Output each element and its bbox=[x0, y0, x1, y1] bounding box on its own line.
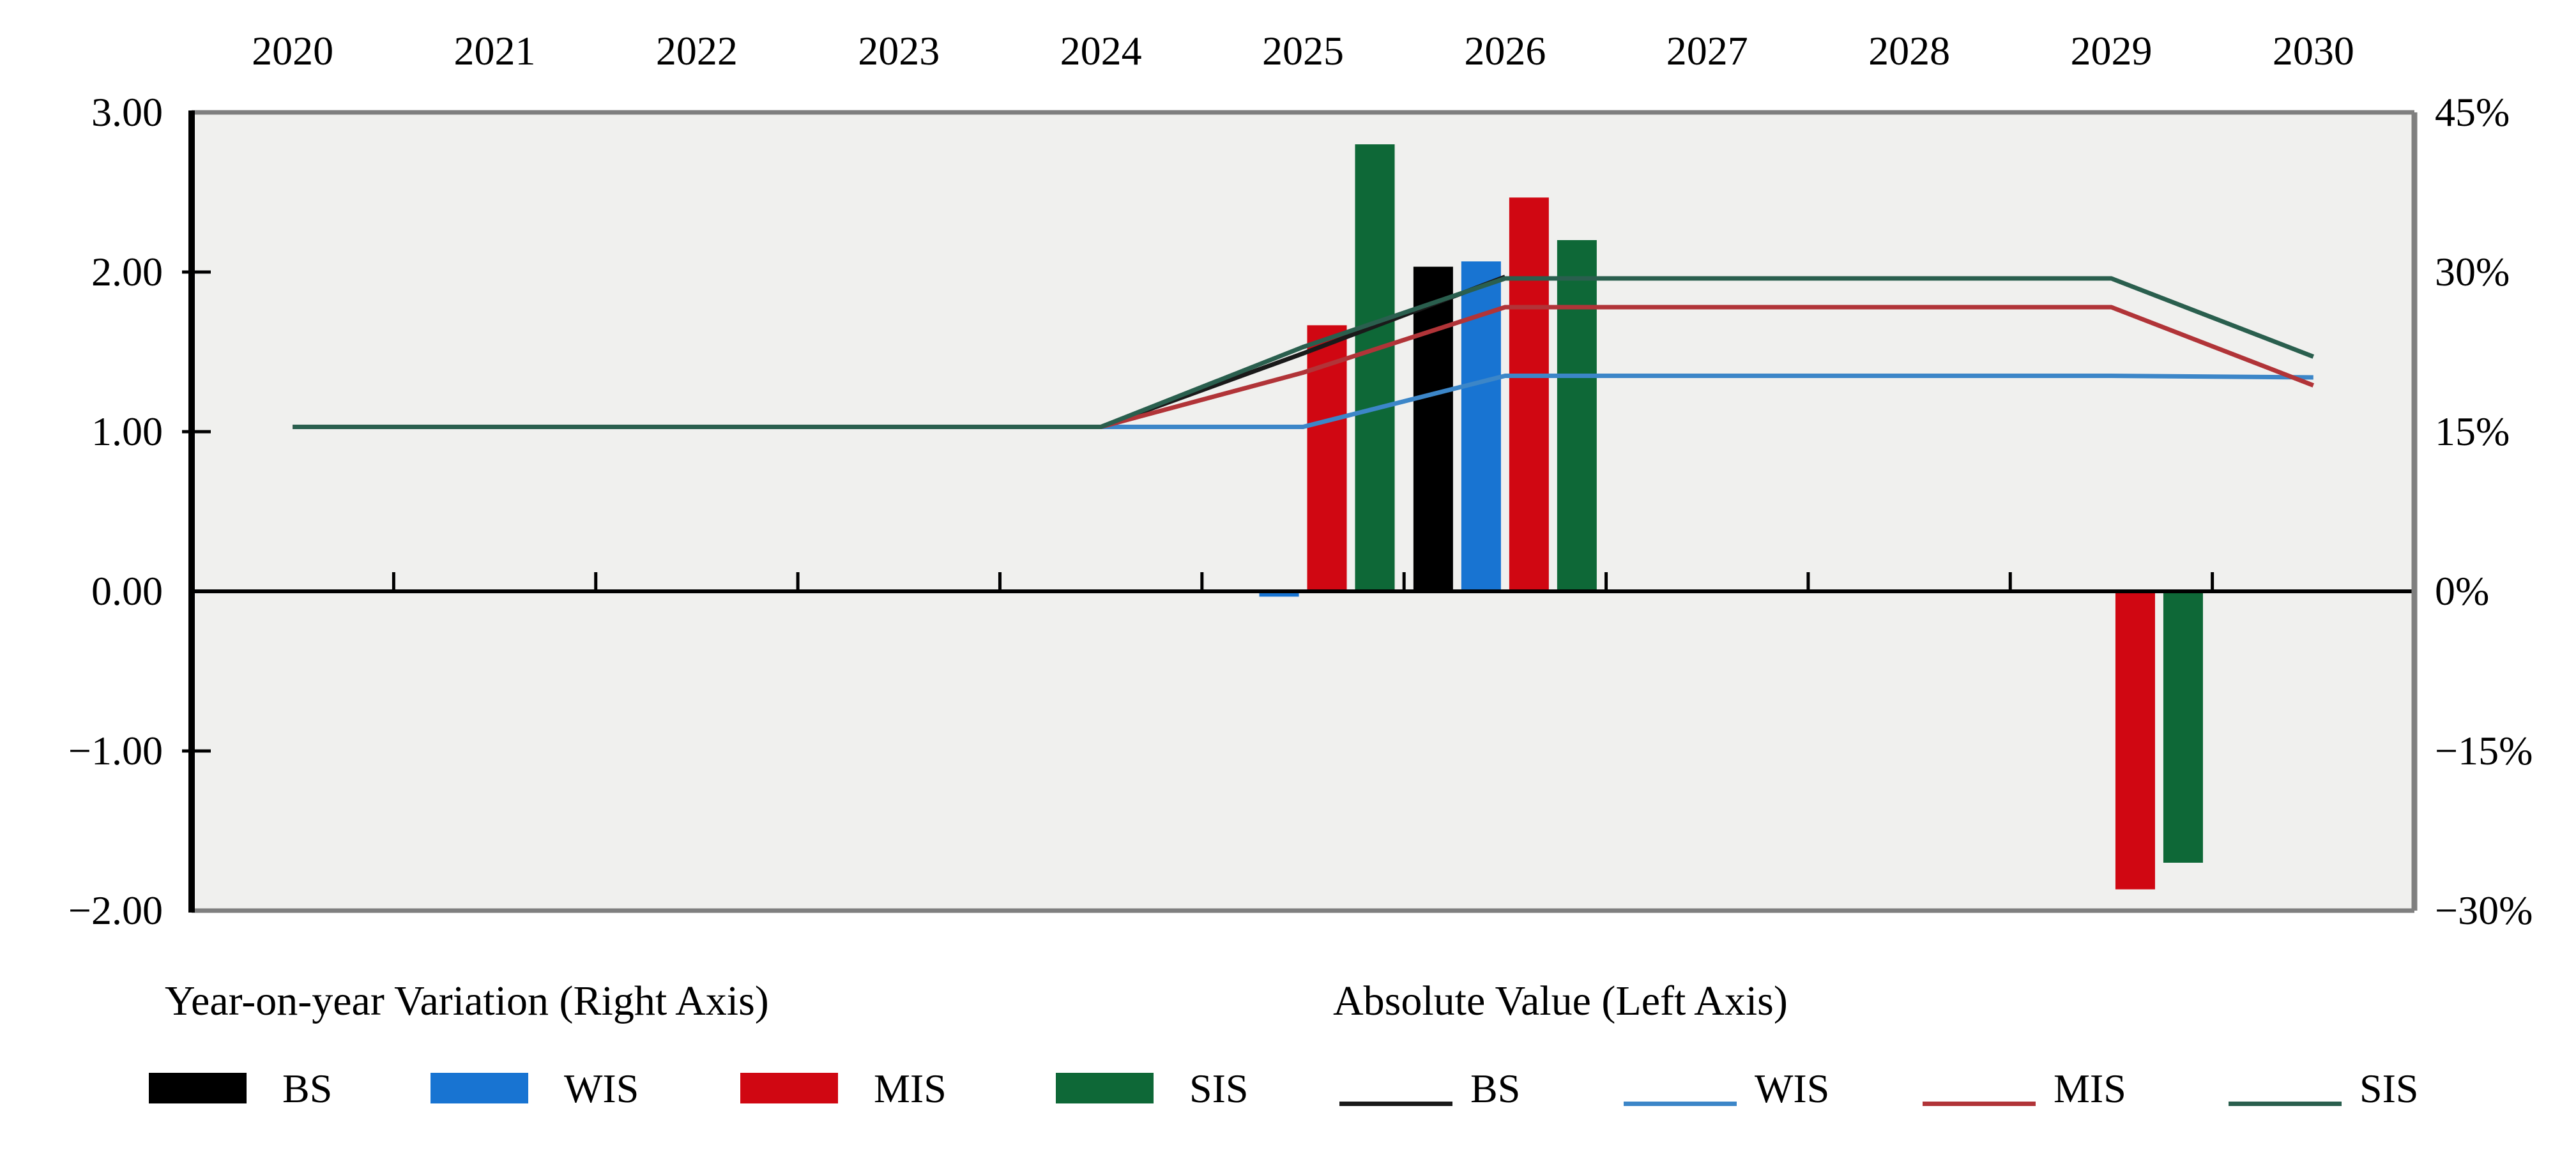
left-axis-label: 0.00 bbox=[91, 568, 163, 614]
bar-sis-2029 bbox=[2163, 591, 2203, 863]
bar-mis-2026 bbox=[1509, 197, 1549, 591]
bar-wis-2025 bbox=[1259, 591, 1299, 597]
legend-title-lines: Absolute Value (Left Axis) bbox=[1333, 978, 1788, 1024]
legend-label-mis-lines: MIS bbox=[2054, 1066, 2126, 1111]
x-axis-label-2025: 2025 bbox=[1262, 28, 1344, 73]
bs-bar-swatch bbox=[149, 1073, 247, 1103]
left-axis-label: 2.00 bbox=[91, 249, 163, 294]
x-axis-label-2028: 2028 bbox=[1868, 28, 1951, 73]
bar-bs-2026 bbox=[1413, 266, 1453, 591]
left-axis-label: 3.00 bbox=[91, 89, 163, 135]
legend-label-bs-lines: BS bbox=[1470, 1066, 1521, 1111]
right-axis-label: −15% bbox=[2435, 728, 2533, 773]
mis-bar-swatch bbox=[740, 1073, 838, 1103]
left-axis-label: −2.00 bbox=[68, 888, 163, 933]
bar-sis-2026 bbox=[1557, 240, 1597, 591]
bar-mis-2029 bbox=[2115, 591, 2155, 890]
bar-sis-2025 bbox=[1355, 144, 1395, 591]
legend-label-sis-lines: SIS bbox=[2359, 1066, 2419, 1111]
left-axis-label: −1.00 bbox=[68, 728, 163, 773]
right-axis-label: −30% bbox=[2435, 888, 2533, 933]
legend-label-mis-bars: MIS bbox=[874, 1066, 947, 1111]
right-axis-label: 45% bbox=[2435, 89, 2510, 135]
x-axis-label-2021: 2021 bbox=[453, 28, 536, 73]
x-axis-label-2029: 2029 bbox=[2070, 28, 2153, 73]
plot-background bbox=[192, 112, 2414, 911]
x-axis-label-2020: 2020 bbox=[252, 28, 334, 73]
legend-label-wis-lines: WIS bbox=[1755, 1066, 1830, 1111]
right-axis-label: 0% bbox=[2435, 568, 2490, 614]
bs-line-sample bbox=[1339, 1102, 1452, 1106]
left-axis-label: 1.00 bbox=[91, 409, 163, 454]
x-axis-label-2023: 2023 bbox=[858, 28, 940, 73]
legend-label-sis-bars: SIS bbox=[1189, 1066, 1249, 1111]
sis-line-sample bbox=[2229, 1102, 2342, 1106]
sis-bar-swatch bbox=[1056, 1073, 1154, 1103]
x-axis-label-2030: 2030 bbox=[2272, 28, 2354, 73]
line-sis bbox=[293, 276, 2315, 429]
x-axis-label-2027: 2027 bbox=[1666, 28, 1748, 73]
mis-line-sample bbox=[1923, 1102, 2036, 1106]
x-axis-label-2024: 2024 bbox=[1060, 28, 1142, 73]
wis-line-sample bbox=[1624, 1102, 1737, 1106]
x-axis-label-2026: 2026 bbox=[1464, 28, 1546, 73]
legend-title-bars: Year-on-year Variation (Right Axis) bbox=[165, 978, 769, 1024]
x-axis-label-2022: 2022 bbox=[655, 28, 738, 73]
right-axis-label: 30% bbox=[2435, 249, 2510, 294]
wis-bar-swatch bbox=[431, 1073, 528, 1103]
legend-label-wis-bars: WIS bbox=[564, 1066, 639, 1111]
legend-label-bs-bars: BS bbox=[282, 1066, 333, 1111]
right-axis-label: 15% bbox=[2435, 409, 2510, 454]
